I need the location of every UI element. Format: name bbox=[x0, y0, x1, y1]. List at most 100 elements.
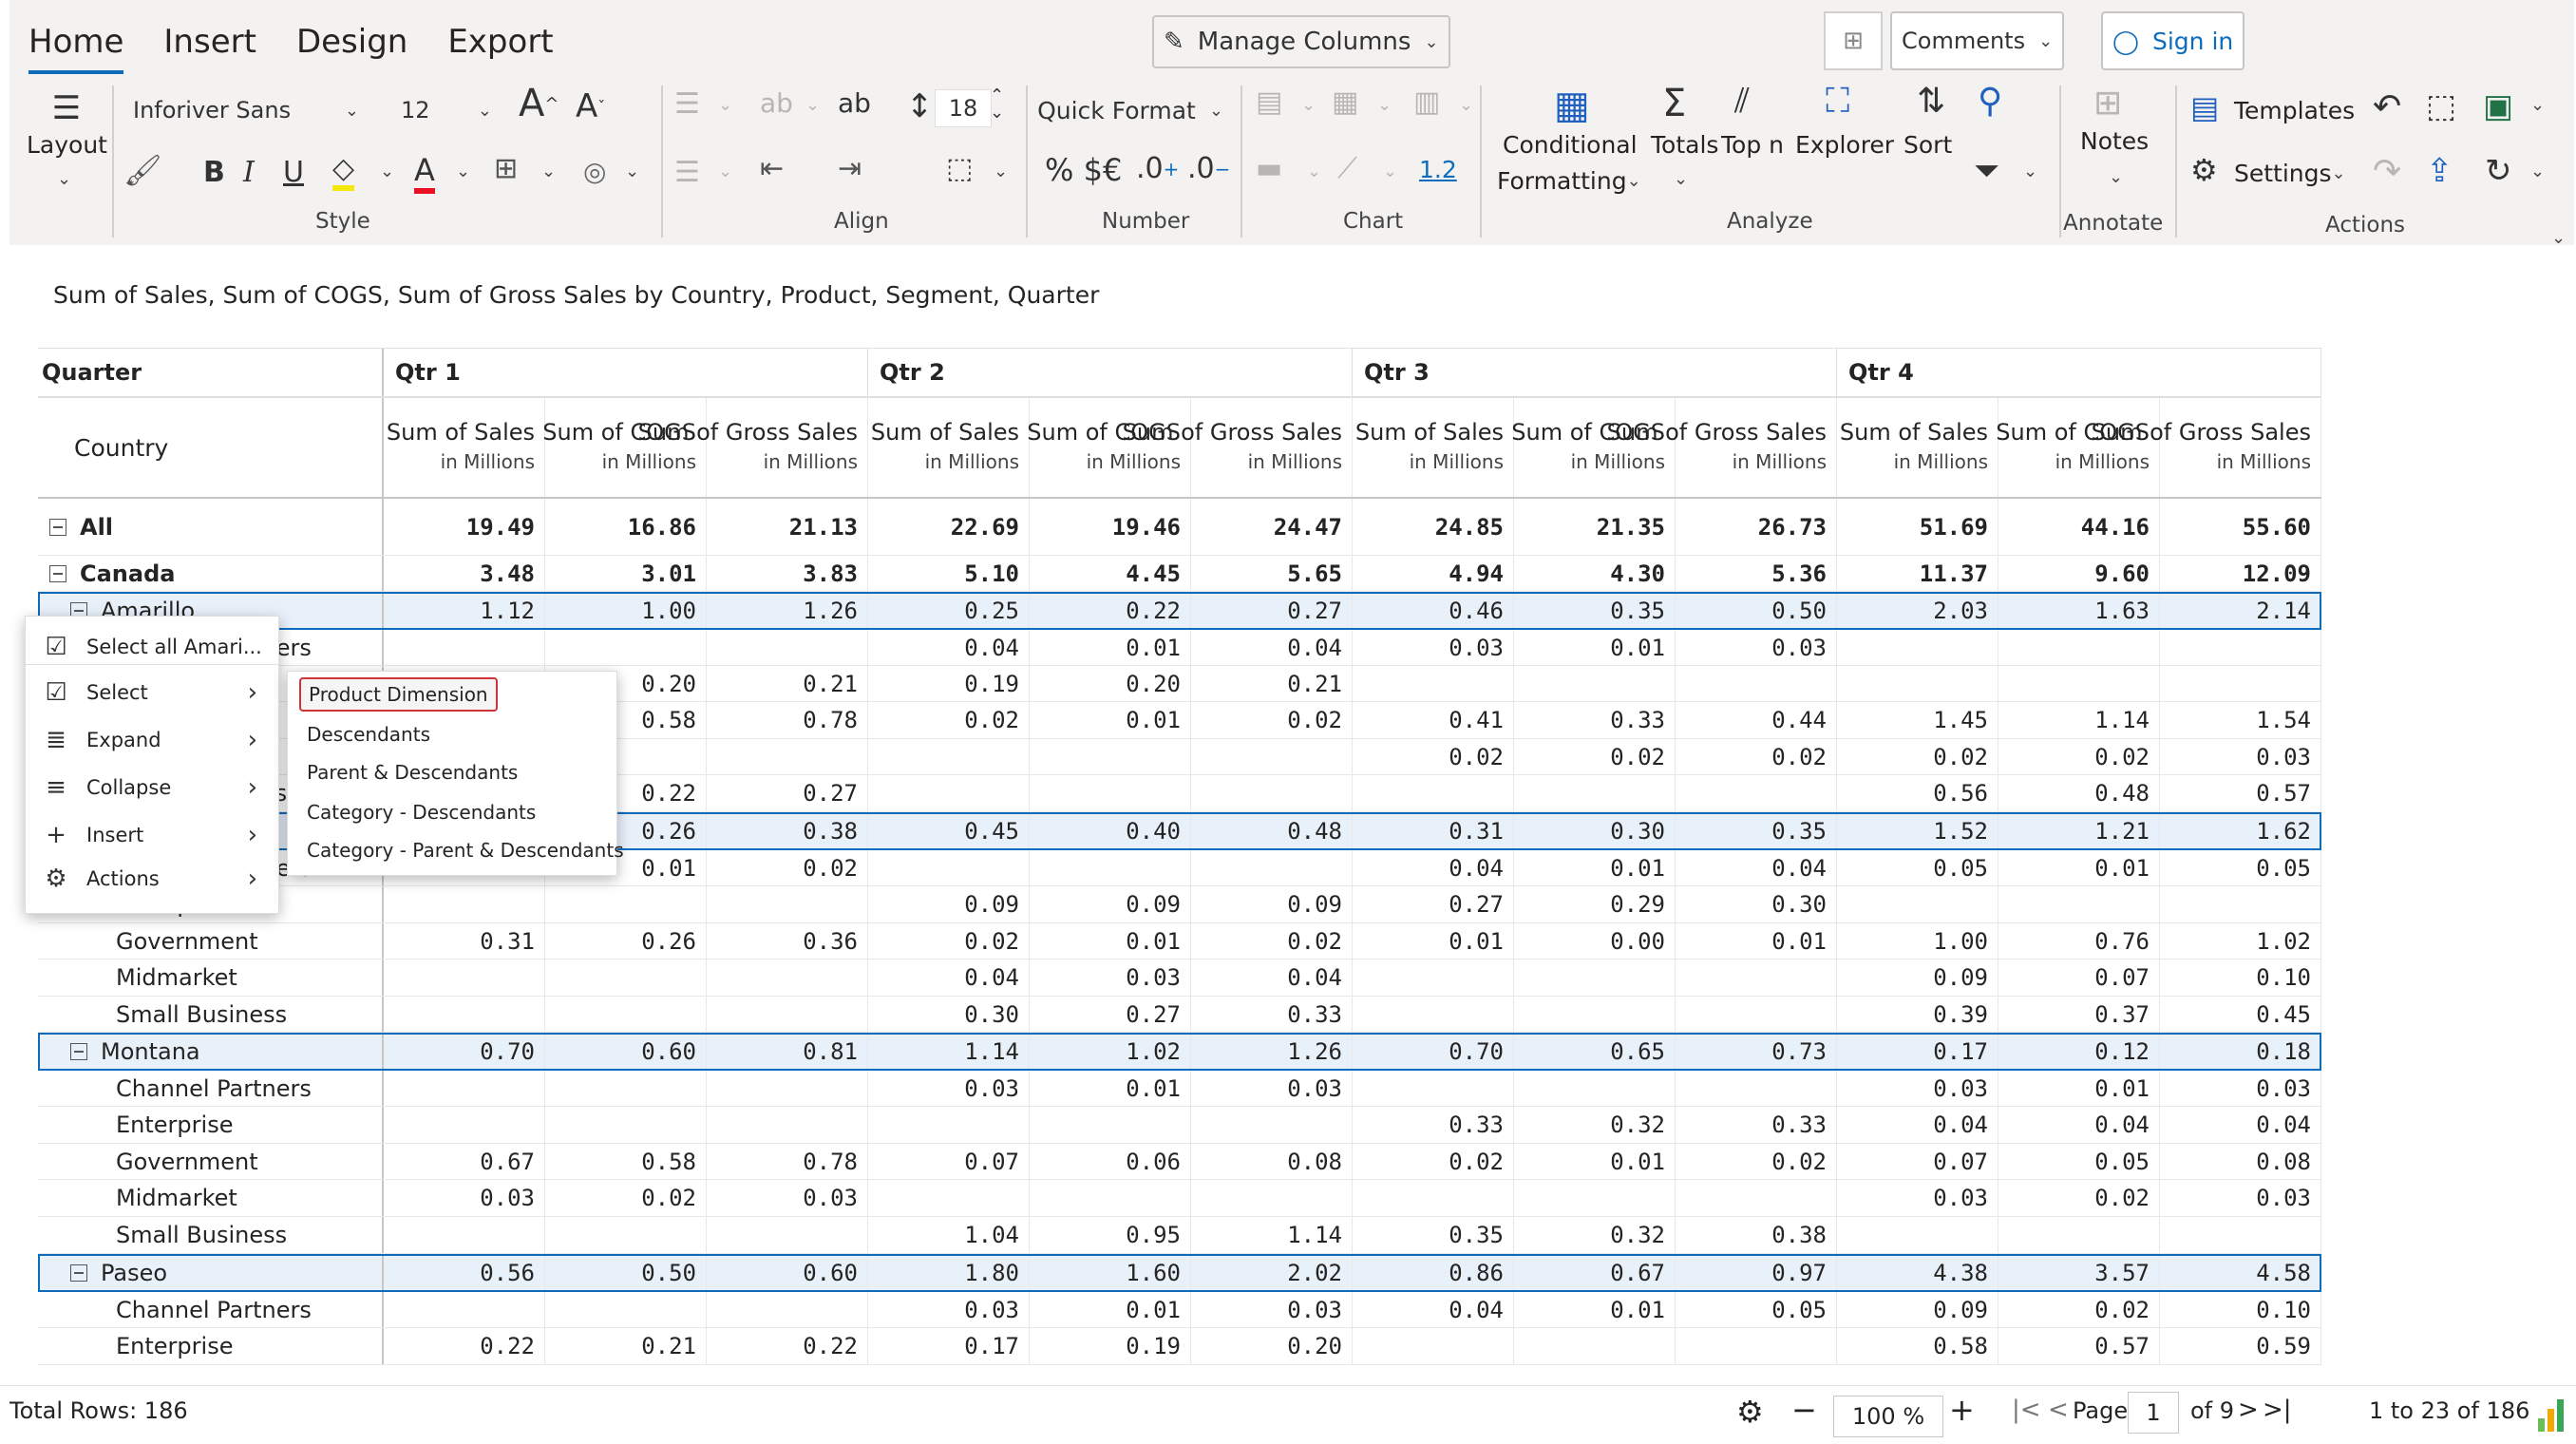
submenu-item[interactable]: Category - Parent & Descendants bbox=[307, 839, 624, 862]
notes-label[interactable]: Notes bbox=[2080, 127, 2150, 155]
value-cell[interactable]: 1.26 bbox=[1191, 1033, 1353, 1070]
chevron-down-icon[interactable]: ⌄ bbox=[625, 162, 640, 181]
value-cell[interactable] bbox=[1191, 1180, 1353, 1216]
value-cell[interactable]: 0.27 bbox=[1030, 997, 1191, 1032]
context-menu-item[interactable]: + Insert › bbox=[26, 814, 278, 856]
measure-header[interactable]: Sum of COGS in Millions bbox=[1511, 398, 1676, 497]
column-chart-icon[interactable]: ▬ bbox=[1256, 152, 1283, 185]
add-comment-icon[interactable]: ⊞ bbox=[1824, 11, 1883, 70]
quarter-header[interactable]: Qtr 2 bbox=[868, 349, 1353, 396]
italic-icon[interactable]: I bbox=[243, 156, 255, 189]
value-cell[interactable] bbox=[1676, 960, 1837, 996]
value-cell[interactable]: 0.07 bbox=[1998, 960, 2160, 996]
excel-export-icon[interactable]: ▣ bbox=[2483, 87, 2514, 125]
value-cell[interactable]: 0.10 bbox=[2160, 960, 2321, 996]
value-cell[interactable]: 0.35 bbox=[1514, 592, 1676, 629]
value-cell[interactable]: 0.32 bbox=[1514, 1217, 1676, 1253]
value-cell[interactable]: 0.09 bbox=[1030, 886, 1191, 922]
value-cell[interactable]: 0.67 bbox=[384, 1144, 545, 1179]
line-height-stepper[interactable]: ⌃ ⌄ bbox=[990, 86, 1005, 123]
value-cell[interactable]: 0.01 bbox=[1353, 923, 1514, 959]
zoom-input[interactable]: 100 % bbox=[1833, 1396, 1943, 1437]
value-cell[interactable]: 0.70 bbox=[384, 1033, 545, 1070]
chevron-down-icon[interactable]: ⌄ bbox=[718, 162, 733, 181]
chevron-down-icon[interactable]: ⌄ bbox=[1377, 95, 1392, 115]
value-cell[interactable]: 0.07 bbox=[1837, 1144, 1998, 1179]
value-cell[interactable] bbox=[1676, 775, 1837, 811]
sign-in-button[interactable]: ◯ Sign in bbox=[2101, 11, 2245, 70]
line-height-input[interactable]: 18 bbox=[935, 89, 992, 127]
value-cell[interactable]: 0.27 bbox=[1191, 592, 1353, 629]
value-cell[interactable]: 26.73 bbox=[1676, 499, 1837, 555]
value-cell[interactable]: 0.03 bbox=[1837, 1071, 1998, 1106]
filter-funnel-icon[interactable]: ⏷ bbox=[1974, 152, 2000, 190]
value-cell[interactable]: 0.07 bbox=[868, 1144, 1030, 1179]
table-row[interactable]: Government 0.67 0.58 0.78 0.07 0.06 0.08 0.02 0.… bbox=[38, 1144, 2321, 1180]
value-cell[interactable]: 0.22 bbox=[1030, 592, 1191, 629]
value-cell[interactable]: 0.22 bbox=[545, 775, 707, 811]
value-cell[interactable]: 0.22 bbox=[707, 1328, 868, 1364]
value-cell[interactable]: 24.47 bbox=[1191, 499, 1353, 555]
value-cell[interactable]: 0.02 bbox=[1998, 1292, 2160, 1327]
value-cell[interactable]: 1.14 bbox=[868, 1033, 1030, 1070]
value-cell[interactable]: 21.35 bbox=[1514, 499, 1676, 555]
value-cell[interactable] bbox=[545, 1292, 707, 1327]
value-cell[interactable]: 0.26 bbox=[545, 812, 707, 849]
value-cell[interactable]: 3.57 bbox=[1998, 1254, 2160, 1291]
value-cell[interactable]: 1.26 bbox=[707, 592, 868, 629]
measure-header[interactable]: Sum of Gross Sales in Millions bbox=[1123, 398, 1353, 497]
table-row[interactable]: Enterprise 0.22 0.21 0.22 0.17 0.19 0.20 0.58 0.… bbox=[38, 1328, 2321, 1365]
chevron-down-icon[interactable]: ⌄ bbox=[718, 95, 733, 115]
value-cell[interactable] bbox=[1837, 630, 1998, 665]
chevron-down-icon[interactable]: ⌄ bbox=[2023, 162, 2038, 181]
value-cell[interactable] bbox=[1030, 739, 1191, 774]
value-cell[interactable] bbox=[868, 850, 1030, 885]
variance-chart-icon[interactable]: ▦ bbox=[1332, 86, 1359, 119]
data-label-button[interactable]: 1.2 bbox=[1419, 156, 1457, 183]
value-cell[interactable]: 1.80 bbox=[868, 1254, 1030, 1291]
value-cell[interactable]: 51.69 bbox=[1837, 499, 1998, 555]
chevron-down-icon[interactable]: ⌄ bbox=[1674, 169, 1689, 189]
value-cell[interactable] bbox=[545, 997, 707, 1032]
row-label-cell[interactable]: Midmarket bbox=[38, 1180, 384, 1216]
value-cell[interactable]: 1.02 bbox=[2160, 923, 2321, 959]
value-cell[interactable]: 21.13 bbox=[707, 499, 868, 555]
visibility-icon[interactable]: ◎ bbox=[583, 156, 607, 187]
value-cell[interactable]: 0.86 bbox=[1353, 1254, 1514, 1291]
submenu-item[interactable]: Product Dimension bbox=[299, 677, 498, 712]
value-cell[interactable]: 0.27 bbox=[1353, 886, 1514, 922]
value-cell[interactable]: 0.45 bbox=[2160, 997, 2321, 1032]
measure-header[interactable]: Sum of Sales in Millions bbox=[1353, 398, 1514, 497]
value-cell[interactable] bbox=[1514, 666, 1676, 701]
value-cell[interactable]: 0.36 bbox=[707, 923, 868, 959]
context-menu-item[interactable]: ≣ Expand › bbox=[26, 719, 278, 761]
collapse-toggle-icon[interactable] bbox=[49, 518, 66, 536]
chevron-down-icon[interactable]: ⌄ bbox=[1307, 162, 1322, 181]
value-cell[interactable] bbox=[707, 1217, 868, 1253]
first-page-icon[interactable]: |< bbox=[2012, 1396, 2041, 1424]
chevron-down-icon[interactable]: ⌄ bbox=[1383, 162, 1398, 181]
value-cell[interactable] bbox=[545, 630, 707, 665]
value-cell[interactable] bbox=[1514, 997, 1676, 1032]
value-cell[interactable] bbox=[1514, 1328, 1676, 1364]
row-label-cell[interactable]: Small Business bbox=[38, 997, 384, 1032]
value-cell[interactable]: 1.02 bbox=[1030, 1033, 1191, 1070]
value-cell[interactable]: 0.58 bbox=[545, 1144, 707, 1179]
value-cell[interactable]: 0.56 bbox=[384, 1254, 545, 1291]
bold-icon[interactable]: B bbox=[203, 156, 225, 189]
value-cell[interactable]: 0.12 bbox=[1998, 1033, 2160, 1070]
value-cell[interactable] bbox=[1998, 1217, 2160, 1253]
value-cell[interactable]: 0.18 bbox=[2160, 1033, 2321, 1070]
sort-label[interactable]: Sort bbox=[1904, 131, 1953, 159]
value-cell[interactable]: 0.05 bbox=[2160, 850, 2321, 885]
table-row[interactable]: Channel Partners 0.03 0.01 0.03 0.04 0.01 0.05… bbox=[38, 1292, 2321, 1328]
spell-icon[interactable]: ab bbox=[838, 87, 871, 119]
measure-header[interactable]: Sum of Sales in Millions bbox=[868, 398, 1030, 497]
value-cell[interactable] bbox=[545, 886, 707, 922]
settings-gear-icon[interactable]: ⚙ bbox=[2190, 152, 2218, 188]
value-cell[interactable]: 16.86 bbox=[545, 499, 707, 555]
value-cell[interactable]: 0.30 bbox=[1514, 812, 1676, 849]
table-row[interactable]: Midmarket 0.03 0.02 0.03 0.03 0.02 0.03 bbox=[38, 1180, 2321, 1217]
value-cell[interactable]: 0.59 bbox=[2160, 1328, 2321, 1364]
